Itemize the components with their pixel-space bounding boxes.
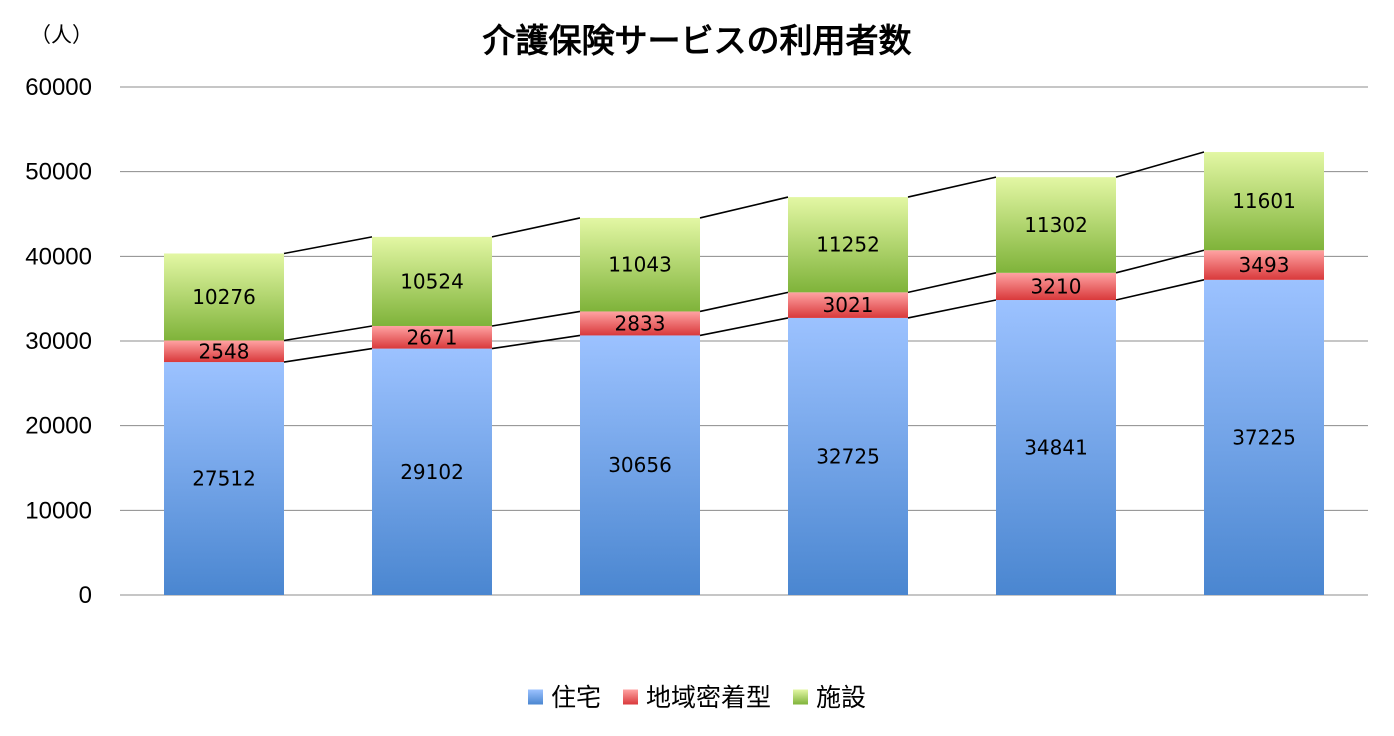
bar-segment <box>164 253 284 341</box>
legend-label: 地域密着型 <box>646 683 771 712</box>
data-label: 2833 <box>615 311 666 335</box>
bar-segment <box>788 197 908 293</box>
data-label: 2548 <box>199 339 250 363</box>
y-axis-ticks: 0 10000 20000 30000 40000 50000 60000 <box>25 74 92 609</box>
series-line <box>907 176 997 198</box>
bars <box>164 152 1324 595</box>
series-lines <box>283 151 1205 363</box>
bar-segment <box>372 325 492 349</box>
series-line <box>699 317 789 337</box>
bar-segment <box>1204 152 1324 251</box>
y-tick-label: 60000 <box>25 74 92 101</box>
bar-segment <box>372 236 492 326</box>
series-line <box>283 236 373 255</box>
bar-segment <box>1204 279 1324 595</box>
series-line <box>283 325 373 342</box>
chart-title: 介護保険サービスの利用者数 <box>483 21 913 60</box>
legend-swatch <box>528 689 543 705</box>
data-label: 11302 <box>1024 213 1088 237</box>
y-tick-label: 0 <box>79 582 92 609</box>
series-line <box>907 299 997 319</box>
y-tick-label: 20000 <box>25 413 92 440</box>
data-label: 3021 <box>823 293 874 317</box>
data-label: 11601 <box>1232 189 1296 213</box>
data-label: 11252 <box>816 233 880 257</box>
series-line <box>1115 249 1205 274</box>
data-label: 2671 <box>407 325 458 349</box>
bar-segment <box>996 300 1116 595</box>
series-line <box>491 310 581 327</box>
data-labels: 27512 29102 30656 32725 34841 37225 2548 2671 28… <box>192 189 1296 490</box>
bar-segment <box>788 292 908 318</box>
series-line <box>1115 151 1205 178</box>
data-label: 3210 <box>1031 274 1082 298</box>
legend-label: 住宅 <box>551 683 601 712</box>
bar-segment <box>996 177 1116 273</box>
legend-swatch <box>623 689 638 705</box>
bar-segment <box>580 335 700 595</box>
data-label: 10524 <box>400 269 464 293</box>
bar-segment <box>996 272 1116 301</box>
legend: 住宅 地域密着型 施設 <box>528 683 866 712</box>
bar-segment <box>580 217 700 312</box>
data-label: 10276 <box>192 285 256 309</box>
series-line <box>699 196 789 219</box>
bar-segment <box>580 311 700 336</box>
bar-segment <box>164 340 284 363</box>
data-label: 34841 <box>1024 436 1088 460</box>
data-label: 3493 <box>1239 253 1290 277</box>
data-label: 11043 <box>608 253 672 277</box>
legend-label: 施設 <box>816 683 866 712</box>
y-tick-label: 10000 <box>25 497 92 524</box>
series-line <box>907 272 997 294</box>
series-line <box>491 334 581 350</box>
data-label: 30656 <box>608 453 672 477</box>
data-label: 37225 <box>1232 425 1296 449</box>
series-line <box>283 347 373 363</box>
data-label: 32725 <box>816 444 880 468</box>
y-tick-label: 50000 <box>25 159 92 186</box>
series-line <box>491 217 581 238</box>
bar-segment <box>788 317 908 595</box>
y-tick-label: 40000 <box>25 243 92 270</box>
bar-segment <box>1204 250 1324 280</box>
data-label: 27512 <box>192 467 256 491</box>
bar-segment <box>372 348 492 595</box>
series-line <box>699 291 789 313</box>
series-line <box>1115 279 1205 301</box>
y-unit-label: （人） <box>30 23 93 47</box>
gridlines <box>120 86 1368 596</box>
data-label: 29102 <box>400 460 464 484</box>
y-tick-label: 30000 <box>25 328 92 355</box>
bar-segment <box>164 362 284 595</box>
legend-swatch <box>793 689 808 705</box>
